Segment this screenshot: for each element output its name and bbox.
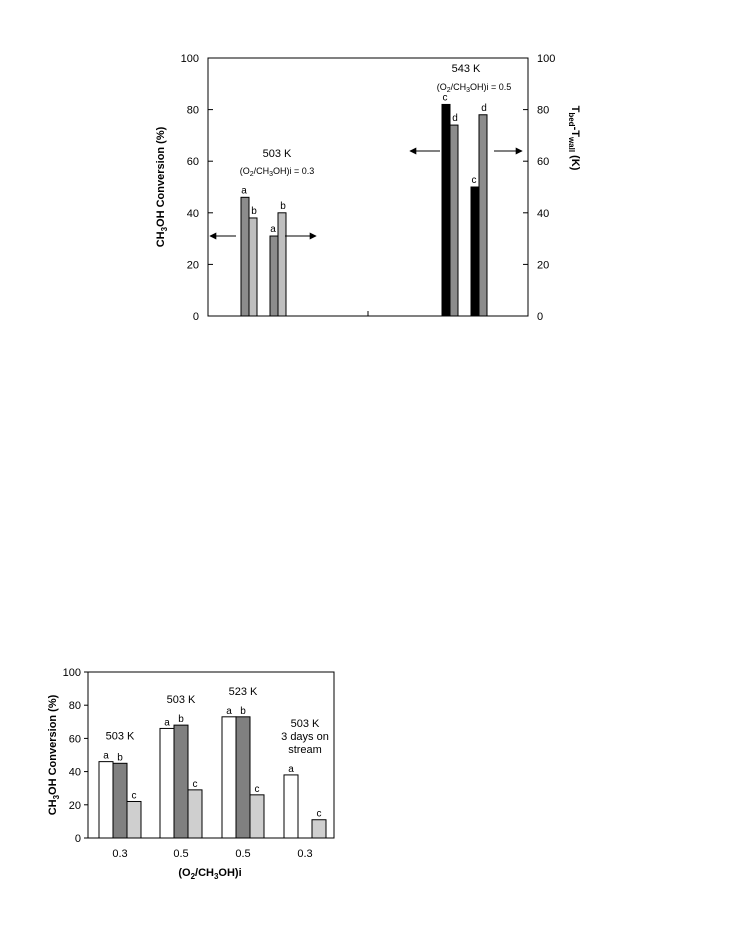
chart-2-y-axis-label: CH3OH Conversion (%) [47,694,61,815]
chart-2-group-annotation: stream [288,744,322,756]
chart-1-left-tick-label: 100 [181,53,199,65]
chart-2-bar-label: a [164,717,170,728]
chart-1-bar-label: b [280,201,286,212]
chart-2-tick-label: 80 [69,700,81,712]
chart-1-right-tick-label: 40 [537,208,549,220]
chart-1-right-tick-label: 80 [537,105,549,117]
chart-2-tick-label: 60 [69,733,81,745]
chart-1-bar [470,186,480,317]
chart-1-bar-label: d [481,103,487,114]
chart-1-bar-label: c [443,92,448,103]
chart-2-bar-label: a [226,706,232,717]
chart-1-bar-label: a [270,224,276,235]
chart-1-left-tick-label: 80 [187,105,199,117]
chart-1-ticks: 0 0 20 20 40 40 60 60 80 80 100 100 [181,53,556,323]
chart-2-group-annotation: 3 days on [281,731,329,743]
chart-2-bar-label: b [240,706,246,717]
chart-1-right-tick-label: 20 [537,259,549,271]
chart-2-bar [311,819,327,839]
chart-2-bar [249,794,265,839]
chart-1-right-tick-label: 0 [537,311,543,323]
chart-1-bar [240,196,250,317]
chart-2-x-axis-label: (O2/CH3OH)i [178,867,241,881]
chart-2-plot-frame [87,671,335,839]
chart-1-bar [248,217,258,317]
chart-1-left-tick-label: 0 [193,311,199,323]
chart-2-group-annotation: 503 K [167,694,196,706]
chart-2-ticks: 0 20 40 60 80 100 [63,667,88,845]
chart-2-tick-label: 100 [63,667,81,679]
chart-2-bar [221,716,237,839]
chart-2-bar-label: c [255,784,260,795]
chart-1-bar [269,235,279,317]
chart-1-bar [441,103,451,317]
chart-1-bar [478,114,488,317]
chart-1-group-1-temperature: 503 K [263,148,292,160]
chart-1-left-tick-label: 40 [187,208,199,220]
chart-2-bar-label: c [193,779,198,790]
chart-1-left-tick-label: 60 [187,156,199,168]
chart-2-group-annotation: 503 K [291,718,320,730]
chart-2-bar [98,761,114,839]
chart-2-category-label: 0.3 [112,848,127,860]
chart-2-bar [187,789,203,839]
chart-1-right-tick-label: 100 [537,53,555,65]
chart-1-y-axis-label-right: Tbed-Twall (K) [567,106,581,171]
chart-1-left-tick-label: 20 [187,259,199,271]
chart-1-bar-label: a [241,185,247,196]
chart-2-bar-label: b [117,752,123,763]
chart-2-bar [159,727,175,839]
chart-1-right-tick-label: 60 [537,156,549,168]
chart-1-bar-label: b [251,206,257,217]
chart-1-group-2-temperature: 543 K [452,63,481,75]
chart-2-bar [126,800,142,839]
chart-2-category-label: 0.3 [297,848,312,860]
chart-2-bar [173,724,189,839]
chart-1-bar-label: d [452,113,458,124]
chart-2-bar-label: a [288,764,294,775]
chart-2-bar [283,774,299,839]
chart-2-bar-label: c [132,790,137,801]
chart-1-bar [277,212,287,317]
chart-2-tick-label: 0 [75,833,81,845]
chart-1-group-2-ratio: (O2/CH3OH)i = 0.5 [437,82,512,94]
chart-2-bar [112,762,128,839]
chart-2-group-annotation: 503 K [106,731,135,743]
chart-1-y-axis-label-left: CH3OH Conversion (%) [155,126,169,247]
chart-2-group-annotation: 523 K [229,686,258,698]
chart-2-categories: 0.3 0.5 0.5 0.3 [112,848,312,860]
chart-2-bar-label: b [178,714,184,725]
chart-2-category-label: 0.5 [173,848,188,860]
chart-1-bar [449,124,459,317]
chart-2-tick-label: 20 [69,800,81,812]
chart-1-group-1-ratio: (O2/CH3OH)i = 0.3 [240,166,315,178]
chart-2-bar-label: a [103,751,109,762]
chart-1-bar-label: c [472,175,477,186]
chart-2-bar [235,716,251,839]
chart-2-category-label: 0.5 [235,848,250,860]
chart-2-tick-label: 40 [69,767,81,779]
chart-2-bar-label: c [317,809,322,820]
